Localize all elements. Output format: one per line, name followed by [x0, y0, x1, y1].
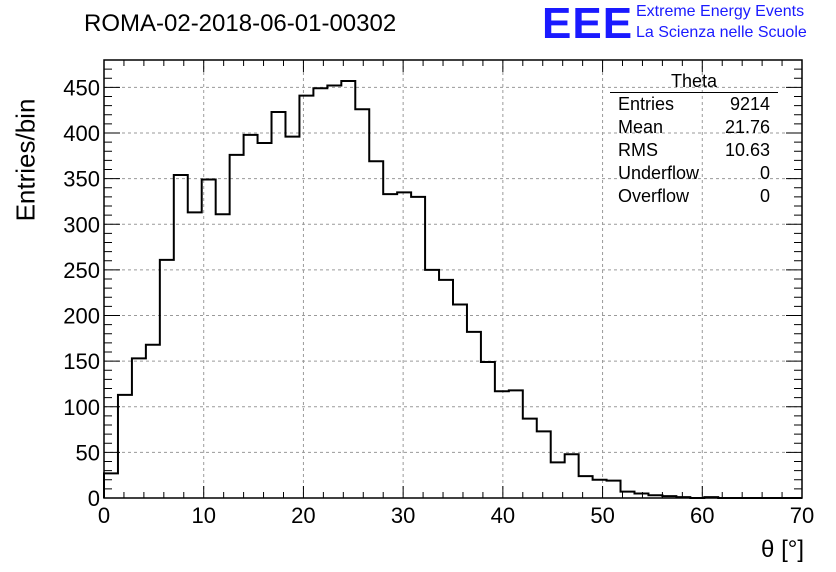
- stats-row-rms: RMS 10.63: [610, 139, 778, 162]
- stats-label: Overflow: [618, 186, 690, 206]
- histogram-bin: [327, 86, 341, 498]
- y-tick-label: 250: [63, 258, 100, 283]
- histogram-bin: [146, 345, 160, 498]
- x-tick-label: 60: [690, 503, 714, 528]
- y-tick-label: 200: [63, 304, 100, 329]
- histogram-bin: [369, 161, 383, 498]
- x-tick-label: 20: [291, 503, 315, 528]
- y-tick-label: 150: [63, 349, 100, 374]
- logo-subtitle-line2: La Scienza nelle Scuole: [636, 24, 807, 41]
- histogram-bin: [118, 395, 132, 498]
- histogram-bin: [132, 358, 146, 498]
- y-tick-label: 50: [76, 440, 100, 465]
- histogram-bin: [425, 270, 439, 498]
- stats-row-underflow: Underflow 0: [610, 162, 778, 185]
- y-tick-label: 350: [63, 167, 100, 192]
- x-tick-label: 10: [191, 503, 215, 528]
- y-tick-label: 300: [63, 212, 100, 237]
- histogram-bin: [565, 454, 579, 498]
- logo-subtitle-line1: Extreme Energy Events: [636, 3, 805, 20]
- histogram-bin: [104, 473, 118, 498]
- stats-value: 9214: [729, 94, 770, 114]
- histogram-bin: [481, 362, 495, 498]
- stats-row-overflow: Overflow 0: [610, 185, 778, 208]
- histogram-bin: [383, 194, 397, 498]
- histogram-bin: [495, 391, 509, 498]
- histogram-bin: [313, 88, 327, 498]
- histogram-bin: [285, 137, 299, 498]
- x-tick-label: 40: [491, 503, 515, 528]
- stats-value: 0: [759, 186, 770, 206]
- histogram-outline: [103, 79, 802, 499]
- stats-title: Theta: [610, 72, 778, 93]
- x-axis-label: θ [°]: [761, 536, 804, 563]
- stats-box: Theta Entries 9214 Mean 21.76 RMS 10.63 …: [610, 72, 778, 208]
- y-tick-label: 400: [63, 121, 100, 146]
- stats-row-mean: Mean 21.76: [610, 116, 778, 139]
- histogram-bin: [216, 214, 230, 498]
- stats-row-entries: Entries 9214: [610, 93, 778, 116]
- stats-value: 21.76: [724, 117, 770, 137]
- histogram-bin: [467, 332, 481, 498]
- histogram-bin: [355, 109, 369, 498]
- histogram-bin: [272, 112, 286, 498]
- eee-logo: EEE: [542, 0, 634, 48]
- stats-label: Underflow: [618, 163, 700, 183]
- histogram-bin: [537, 431, 551, 498]
- y-tick-label: 450: [63, 75, 100, 100]
- x-tick-label: 0: [98, 503, 110, 528]
- chart-title: ROMA-02-2018-06-01-00302: [84, 10, 397, 37]
- histogram-bin: [523, 419, 537, 498]
- stats-label: Mean: [618, 117, 664, 137]
- x-tick-label: 50: [590, 503, 614, 528]
- histogram-bin: [188, 212, 202, 498]
- histogram-bin: [453, 305, 467, 498]
- histogram-bin: [174, 175, 188, 498]
- stats-label: RMS: [618, 140, 658, 160]
- y-tick-label: 100: [63, 395, 100, 420]
- histogram-bin: [160, 260, 174, 498]
- histogram-bin: [439, 280, 453, 498]
- stats-value: 0: [759, 163, 770, 183]
- histogram-bin: [299, 96, 313, 498]
- histogram-bin: [258, 143, 272, 498]
- x-tick-label: 30: [391, 503, 415, 528]
- plot-frame: [103, 59, 803, 499]
- histogram-bin: [607, 481, 621, 498]
- stats-value: 10.63: [724, 140, 770, 160]
- histogram-bin: [341, 81, 355, 498]
- histogram-bin: [230, 155, 244, 498]
- histogram-bin: [579, 476, 593, 498]
- x-tick-label: 70: [790, 503, 814, 528]
- stats-label: Entries: [618, 94, 675, 114]
- histogram-bin: [244, 135, 258, 498]
- histogram-bin: [593, 480, 607, 498]
- y-tick-label: 0: [88, 486, 100, 511]
